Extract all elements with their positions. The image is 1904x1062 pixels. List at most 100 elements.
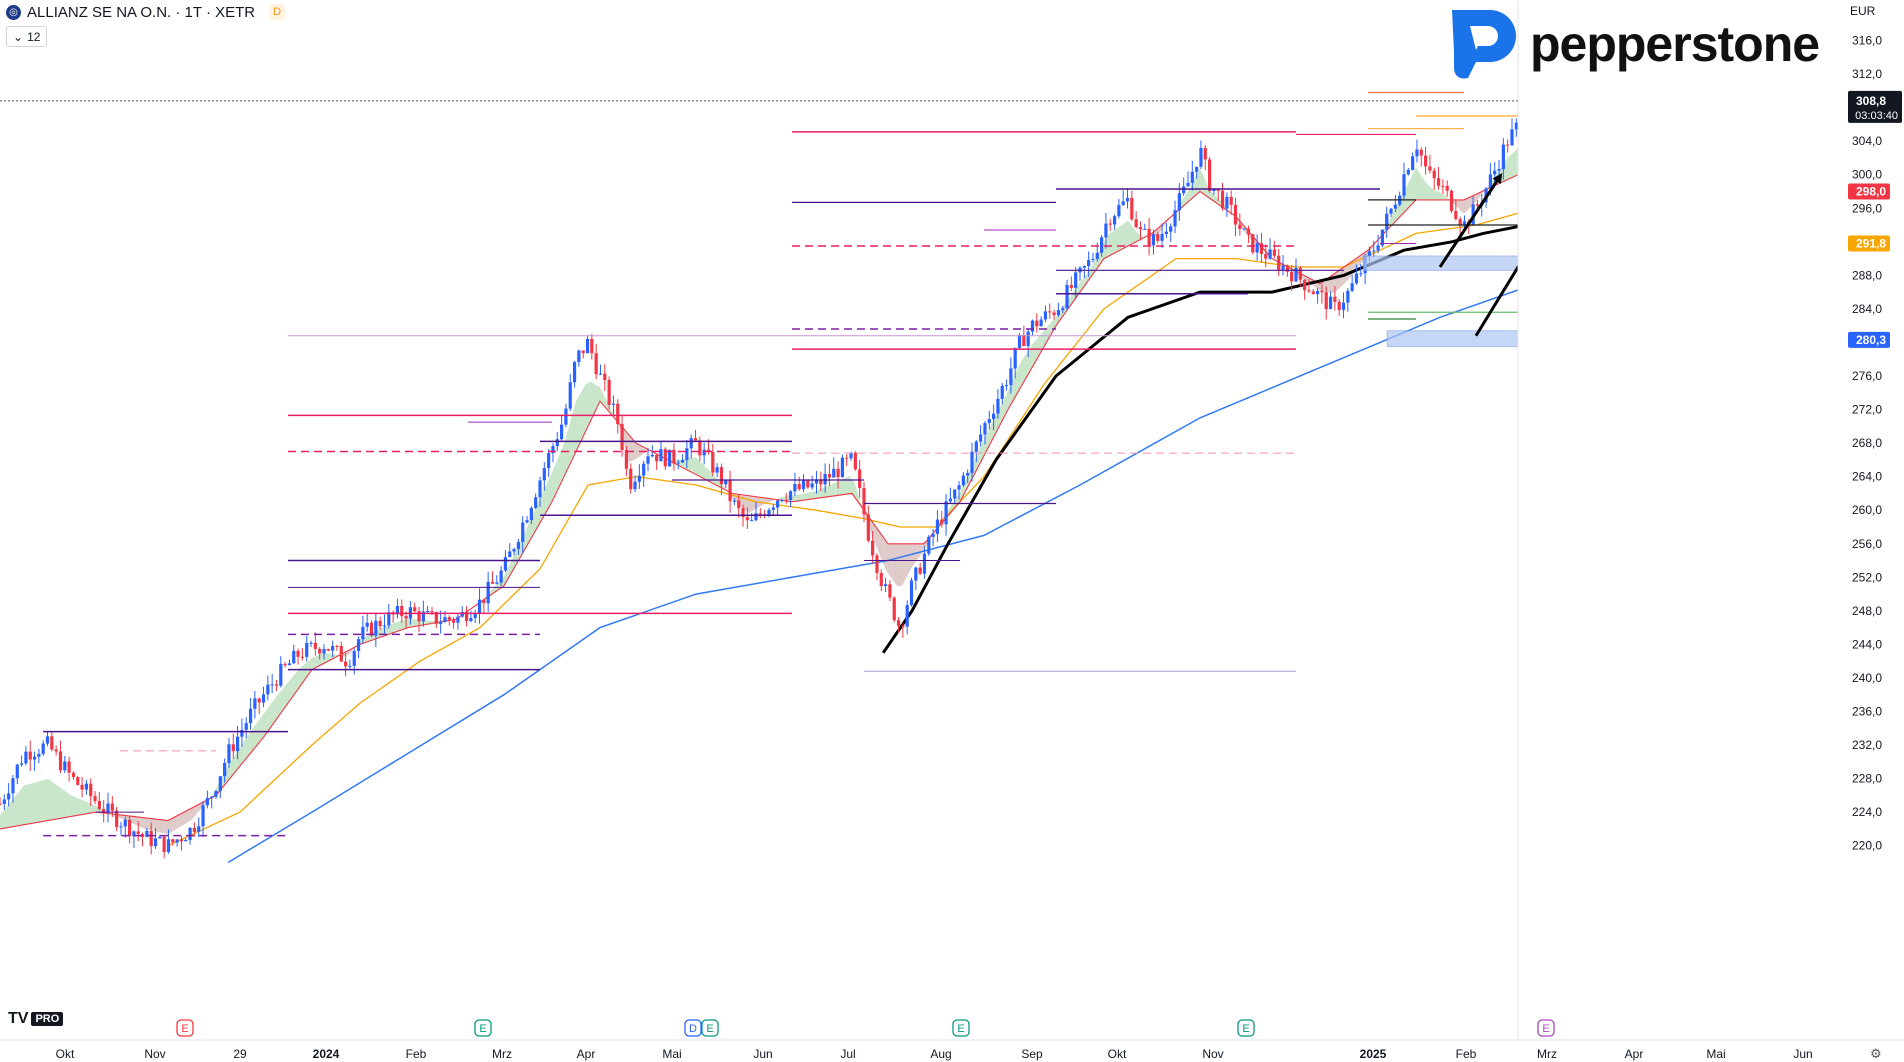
candle-body bbox=[1134, 219, 1138, 228]
candle-body bbox=[845, 457, 849, 459]
candle-body bbox=[469, 617, 473, 622]
event-marker-label: D bbox=[689, 1023, 697, 1035]
trend-cloud bbox=[240, 740, 245, 766]
trend-cloud bbox=[1041, 327, 1047, 351]
event-marker[interactable]: E bbox=[701, 1019, 719, 1037]
candle-body bbox=[162, 836, 166, 853]
price-label: 280,3 bbox=[1856, 333, 1886, 347]
candle-body bbox=[935, 519, 940, 534]
candle-body bbox=[560, 424, 564, 440]
trend-cloud bbox=[187, 808, 192, 823]
candle-body bbox=[1449, 190, 1454, 212]
candle-body bbox=[784, 499, 788, 501]
candle-body bbox=[28, 751, 32, 760]
trend-cloud bbox=[892, 543, 898, 587]
candle-body bbox=[110, 803, 114, 811]
trend-cloud bbox=[710, 471, 716, 485]
candle-body bbox=[261, 694, 266, 703]
candle-body bbox=[633, 481, 637, 490]
candle-body bbox=[1048, 311, 1052, 313]
pepperstone-logo: pepperstone bbox=[1440, 6, 1820, 82]
candle-body bbox=[793, 484, 797, 492]
trend-cloud bbox=[96, 806, 101, 813]
candle-body bbox=[927, 536, 931, 554]
candle-body bbox=[590, 338, 594, 354]
trend-cloud bbox=[513, 545, 519, 569]
time-axis: Okt Nov 29 2024 Feb Mrz Apr Mai Jun Jul Aug Sep Okt N… bbox=[0, 1019, 1904, 1061]
candle-body bbox=[1082, 266, 1086, 268]
candle-body bbox=[1138, 227, 1143, 230]
trend-cloud bbox=[196, 802, 202, 814]
trend-cloud bbox=[268, 700, 274, 730]
symbol-header[interactable]: ◎ ALLIANZ SE NA O.N. · 1T · XETR D bbox=[6, 2, 286, 22]
candle-body bbox=[1264, 253, 1268, 259]
price-tick-label: 228,0 bbox=[1852, 772, 1882, 786]
trend-cloud bbox=[1507, 153, 1512, 180]
candle-body bbox=[1229, 196, 1233, 205]
trend-cloud bbox=[28, 782, 34, 824]
candle-body bbox=[1000, 385, 1004, 399]
candle-body bbox=[637, 475, 641, 482]
candle-body bbox=[672, 449, 676, 464]
trend-cloud bbox=[1387, 215, 1392, 231]
candle-body bbox=[1039, 319, 1043, 327]
candle-body bbox=[89, 783, 93, 797]
candle-body bbox=[80, 784, 84, 790]
price-label: 298,0 bbox=[1856, 184, 1886, 198]
trend-cloud bbox=[192, 805, 197, 820]
candle-body bbox=[992, 413, 996, 420]
candle-body bbox=[417, 611, 421, 622]
trend-cloud bbox=[988, 420, 994, 447]
candle-body bbox=[210, 796, 214, 799]
candle-body bbox=[979, 434, 983, 442]
candle-body bbox=[184, 839, 188, 842]
candle-body bbox=[1311, 291, 1315, 295]
indicators-toggle-button[interactable]: ⌄ 12 bbox=[6, 26, 48, 47]
candle-body bbox=[1462, 221, 1467, 226]
candle-body bbox=[572, 362, 577, 383]
candle-body bbox=[594, 353, 598, 375]
candle-body bbox=[1255, 243, 1259, 253]
candle-body bbox=[810, 483, 814, 488]
event-marker[interactable]: E bbox=[1537, 1019, 1555, 1037]
trend-cloud bbox=[547, 472, 552, 511]
candle-body bbox=[620, 424, 624, 451]
candle-body bbox=[529, 507, 533, 521]
event-marker[interactable]: E bbox=[176, 1019, 194, 1037]
event-marker[interactable]: E bbox=[1237, 1019, 1255, 1037]
candle-body bbox=[1350, 283, 1354, 291]
trend-cloud bbox=[254, 719, 260, 749]
price-tick-label: 272,0 bbox=[1852, 403, 1882, 417]
candle-body bbox=[1112, 216, 1117, 225]
ema-slow-line bbox=[881, 223, 1527, 654]
trend-cloud bbox=[57, 785, 63, 819]
candle-body bbox=[1186, 182, 1190, 187]
candle-body bbox=[296, 650, 300, 657]
data-delay-badge[interactable]: D bbox=[269, 4, 286, 20]
candle-body bbox=[711, 451, 715, 473]
trend-cloud bbox=[86, 801, 92, 814]
candle-body bbox=[940, 519, 944, 525]
gear-icon[interactable]: ⚙ bbox=[1870, 1046, 1882, 1061]
currency-label[interactable]: EUR bbox=[1850, 4, 1876, 18]
candle-body bbox=[1294, 267, 1298, 282]
event-marker[interactable]: D bbox=[684, 1019, 702, 1037]
candle-body bbox=[1436, 178, 1441, 186]
event-marker[interactable]: E bbox=[474, 1019, 492, 1037]
candle-body bbox=[292, 650, 296, 664]
trend-cloud bbox=[158, 819, 164, 834]
candle-body bbox=[823, 474, 827, 485]
candle-body bbox=[236, 736, 240, 752]
trend-cloud bbox=[705, 466, 711, 483]
candle-body bbox=[1095, 252, 1099, 259]
trend-cloud bbox=[24, 784, 29, 825]
price-tick-label: 300,0 bbox=[1852, 168, 1882, 182]
candle-body bbox=[685, 448, 689, 461]
candle-body bbox=[240, 729, 244, 737]
trend-cloud bbox=[235, 747, 240, 772]
trend-cloud bbox=[163, 820, 168, 835]
trend-cloud bbox=[244, 733, 250, 761]
event-marker[interactable]: E bbox=[952, 1019, 970, 1037]
candle-body bbox=[884, 584, 888, 586]
